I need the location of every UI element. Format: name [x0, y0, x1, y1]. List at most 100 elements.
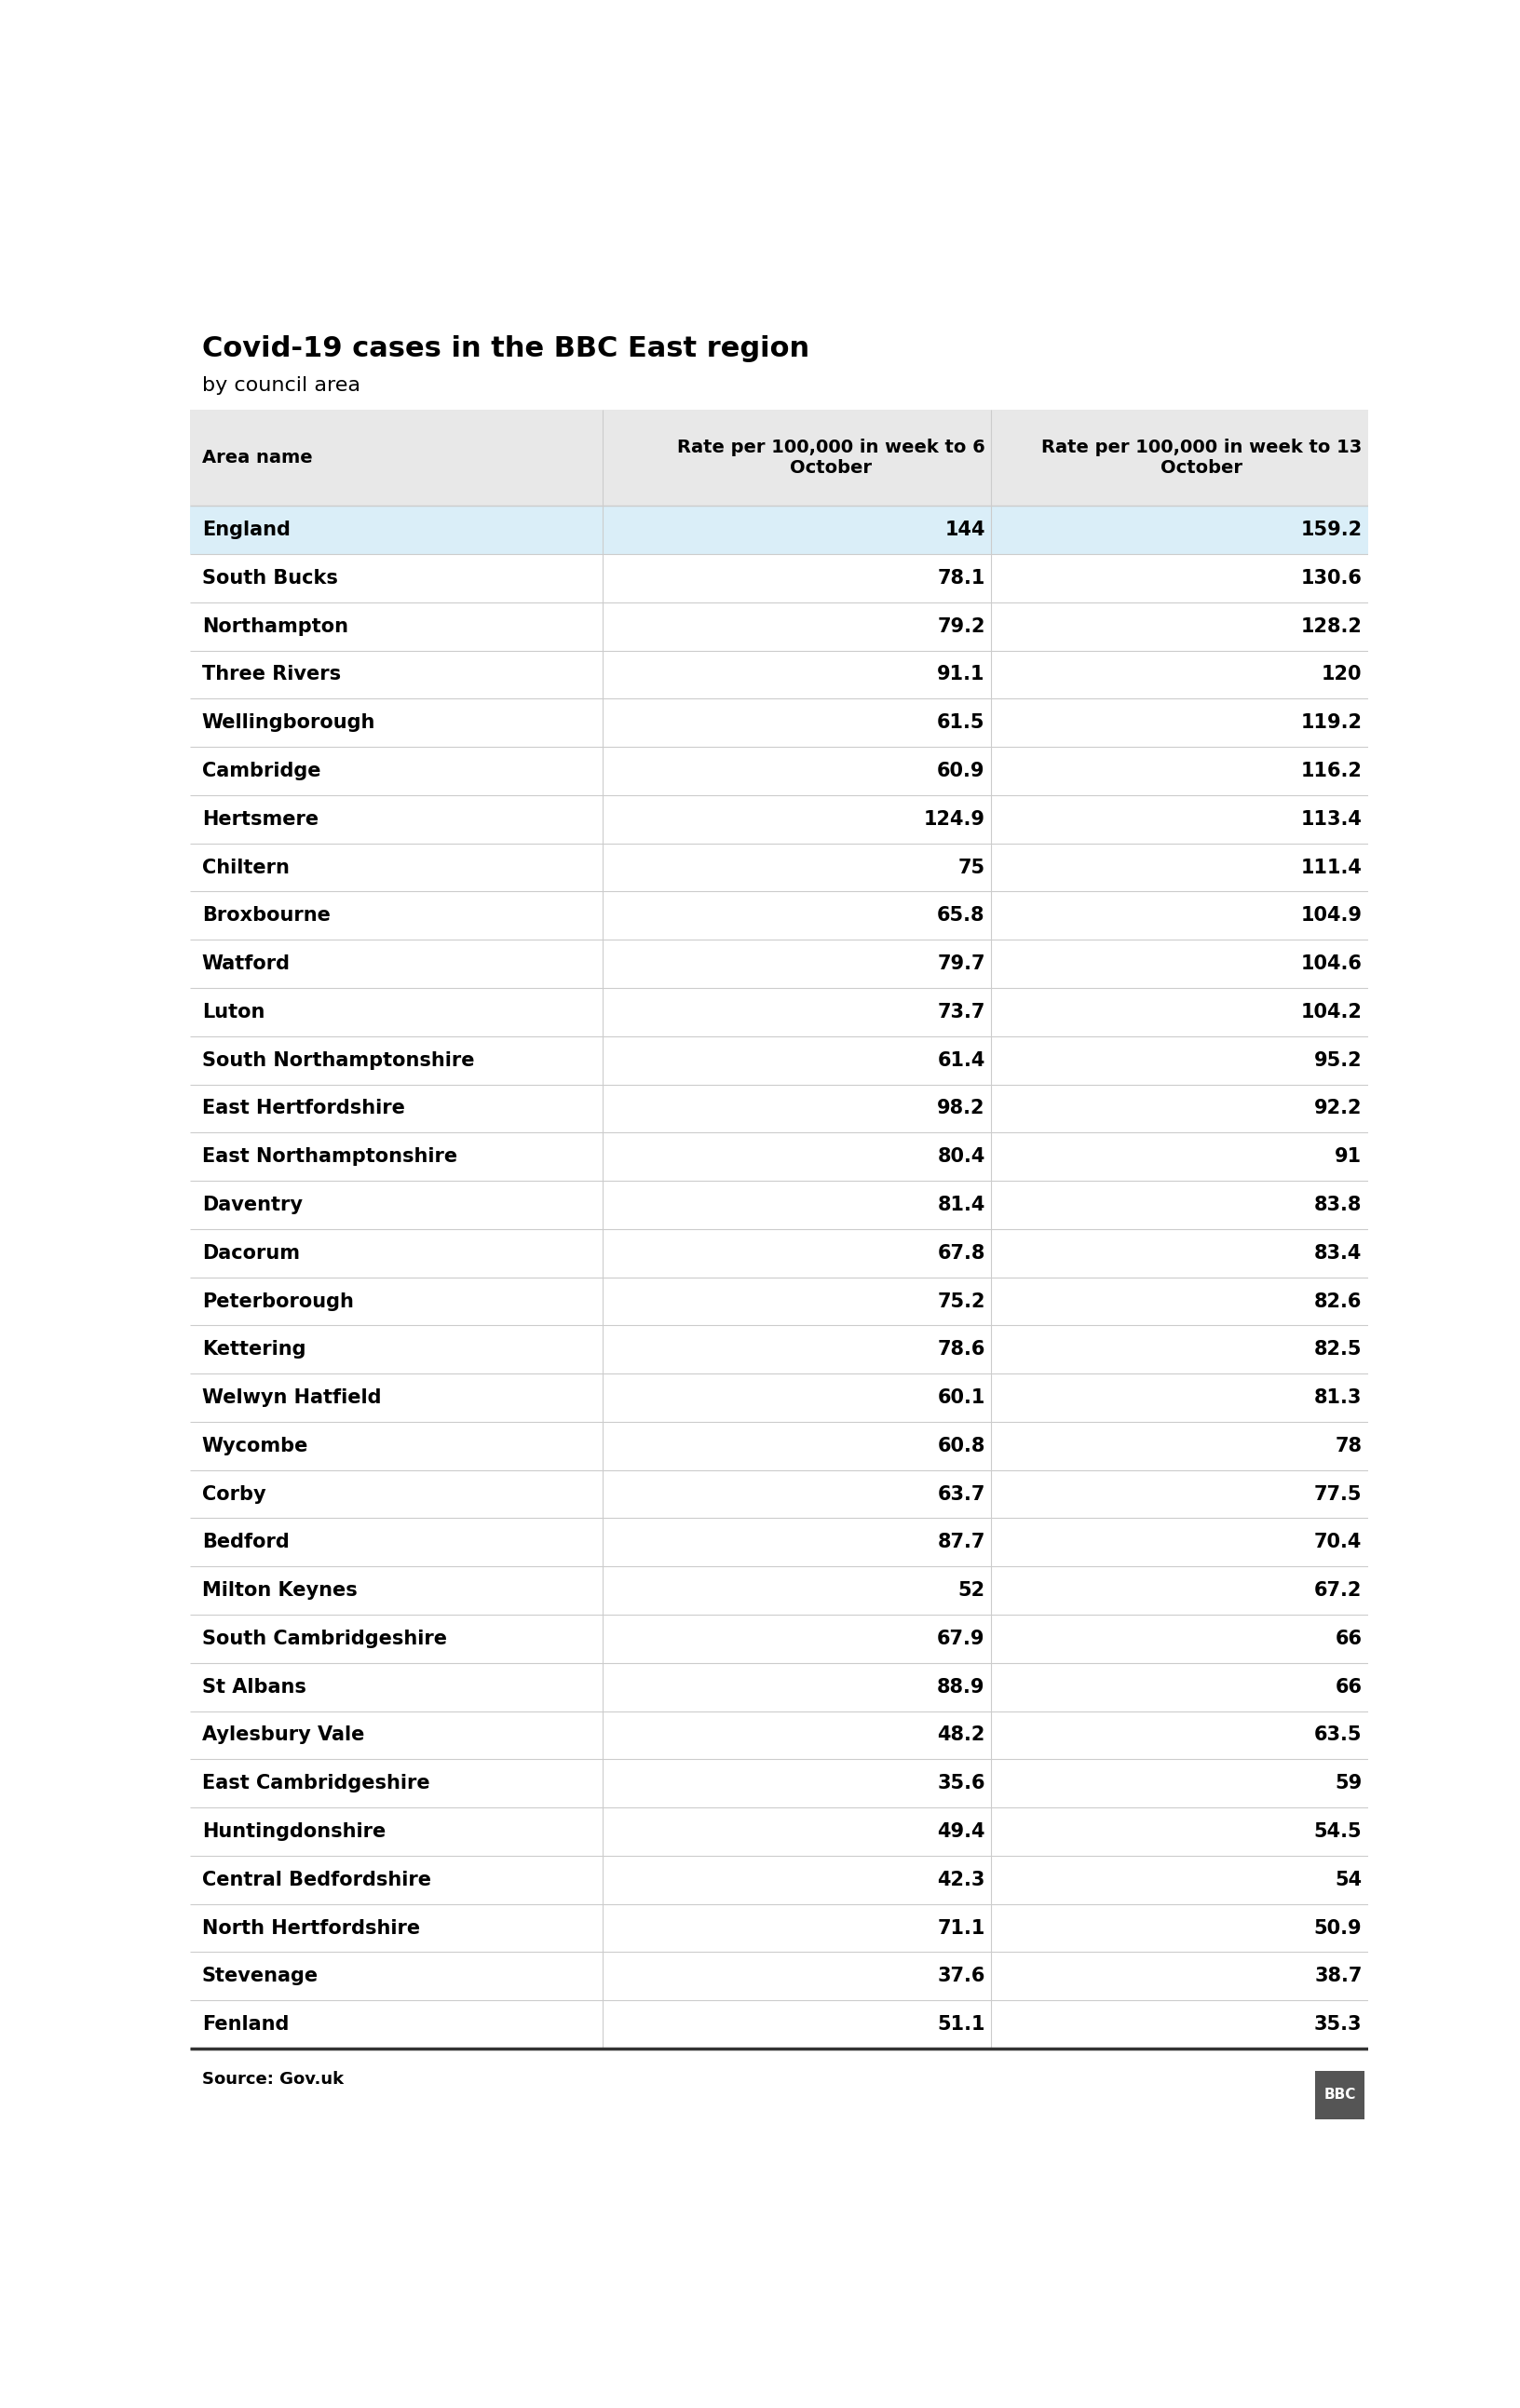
Text: 87.7: 87.7 [938, 1534, 985, 1551]
Text: 63.5: 63.5 [1315, 1727, 1362, 1743]
Text: 111.4: 111.4 [1301, 857, 1362, 877]
Text: 120: 120 [1321, 665, 1362, 684]
FancyBboxPatch shape [190, 698, 1368, 746]
Text: South Northamptonshire: South Northamptonshire [202, 1050, 474, 1069]
Text: Covid-19 cases in the BBC East region: Covid-19 cases in the BBC East region [202, 335, 809, 361]
Text: Milton Keynes: Milton Keynes [202, 1582, 357, 1599]
Text: 60.8: 60.8 [938, 1438, 985, 1454]
Text: 38.7: 38.7 [1315, 1967, 1362, 1987]
Text: Wellingborough: Wellingborough [202, 713, 375, 732]
Text: Daventry: Daventry [202, 1197, 302, 1214]
Text: Kettering: Kettering [202, 1341, 306, 1358]
Text: 144: 144 [944, 520, 985, 539]
Text: 119.2: 119.2 [1301, 713, 1362, 732]
Text: 104.2: 104.2 [1301, 1002, 1362, 1021]
Text: 91.1: 91.1 [938, 665, 985, 684]
FancyBboxPatch shape [190, 1760, 1368, 1808]
Text: 88.9: 88.9 [938, 1678, 985, 1695]
FancyBboxPatch shape [190, 843, 1368, 891]
Text: 91: 91 [1335, 1146, 1362, 1165]
FancyBboxPatch shape [190, 1905, 1368, 1953]
Text: 61.5: 61.5 [938, 713, 985, 732]
Text: 37.6: 37.6 [938, 1967, 985, 1987]
FancyBboxPatch shape [190, 987, 1368, 1035]
Text: by council area: by council area [202, 376, 360, 395]
Text: 61.4: 61.4 [938, 1050, 985, 1069]
FancyBboxPatch shape [190, 1712, 1368, 1760]
Text: 95.2: 95.2 [1313, 1050, 1362, 1069]
FancyBboxPatch shape [190, 1616, 1368, 1664]
Text: 50.9: 50.9 [1313, 1919, 1362, 1938]
Text: 98.2: 98.2 [938, 1098, 985, 1117]
Text: East Cambridgeshire: East Cambridgeshire [202, 1775, 430, 1792]
Text: Peterborough: Peterborough [202, 1293, 354, 1310]
Text: 75: 75 [958, 857, 985, 877]
FancyBboxPatch shape [190, 554, 1368, 602]
Text: 60.1: 60.1 [938, 1389, 985, 1406]
Text: 78.1: 78.1 [938, 568, 985, 588]
FancyBboxPatch shape [190, 1857, 1368, 1905]
FancyBboxPatch shape [190, 1373, 1368, 1421]
Text: 82.5: 82.5 [1315, 1341, 1362, 1358]
Text: 78.6: 78.6 [938, 1341, 985, 1358]
Text: Hertsmere: Hertsmere [202, 809, 318, 828]
Text: Chiltern: Chiltern [202, 857, 289, 877]
FancyBboxPatch shape [190, 1324, 1368, 1373]
Text: St Albans: St Albans [202, 1678, 306, 1695]
Text: 66: 66 [1335, 1630, 1362, 1647]
Text: 49.4: 49.4 [938, 1823, 985, 1842]
FancyBboxPatch shape [190, 1953, 1368, 2001]
Text: 124.9: 124.9 [924, 809, 985, 828]
Text: 80.4: 80.4 [938, 1146, 985, 1165]
FancyBboxPatch shape [190, 1664, 1368, 1712]
FancyBboxPatch shape [190, 1132, 1368, 1180]
Text: Luton: Luton [202, 1002, 264, 1021]
Text: 75.2: 75.2 [938, 1293, 985, 1310]
Text: Area name: Area name [202, 448, 312, 467]
FancyBboxPatch shape [190, 1568, 1368, 1616]
Text: 81.3: 81.3 [1315, 1389, 1362, 1406]
FancyBboxPatch shape [190, 1276, 1368, 1324]
Text: 67.9: 67.9 [938, 1630, 985, 1647]
Text: Corby: Corby [202, 1486, 266, 1503]
Text: 78: 78 [1335, 1438, 1362, 1454]
Text: 60.9: 60.9 [938, 761, 985, 780]
Text: Stevenage: Stevenage [202, 1967, 318, 1987]
Text: Bedford: Bedford [202, 1534, 289, 1551]
Text: Wycombe: Wycombe [202, 1438, 309, 1454]
Text: Three Rivers: Three Rivers [202, 665, 340, 684]
Text: 63.7: 63.7 [938, 1486, 985, 1503]
Text: Welwyn Hatfield: Welwyn Hatfield [202, 1389, 382, 1406]
Text: 67.2: 67.2 [1315, 1582, 1362, 1599]
Text: Watford: Watford [202, 954, 290, 973]
Text: Huntingdonshire: Huntingdonshire [202, 1823, 386, 1842]
Text: Cambridge: Cambridge [202, 761, 321, 780]
Text: 79.2: 79.2 [938, 616, 985, 636]
Text: 71.1: 71.1 [938, 1919, 985, 1938]
Text: Aylesbury Vale: Aylesbury Vale [202, 1727, 365, 1743]
Text: 54: 54 [1335, 1871, 1362, 1890]
Text: 59: 59 [1335, 1775, 1362, 1792]
Text: 48.2: 48.2 [938, 1727, 985, 1743]
FancyBboxPatch shape [190, 2001, 1368, 2049]
FancyBboxPatch shape [190, 939, 1368, 987]
Text: Dacorum: Dacorum [202, 1245, 299, 1262]
Text: 79.7: 79.7 [938, 954, 985, 973]
FancyBboxPatch shape [190, 1519, 1368, 1568]
FancyBboxPatch shape [190, 409, 1368, 506]
Text: South Bucks: South Bucks [202, 568, 337, 588]
Text: Central Bedfordshire: Central Bedfordshire [202, 1871, 430, 1890]
Text: 77.5: 77.5 [1315, 1486, 1362, 1503]
Text: Northampton: Northampton [202, 616, 348, 636]
Text: 73.7: 73.7 [938, 1002, 985, 1021]
FancyBboxPatch shape [1315, 2071, 1365, 2119]
FancyBboxPatch shape [190, 891, 1368, 939]
Text: North Hertfordshire: North Hertfordshire [202, 1919, 420, 1938]
FancyBboxPatch shape [190, 1228, 1368, 1276]
Text: 82.6: 82.6 [1315, 1293, 1362, 1310]
Text: 104.6: 104.6 [1301, 954, 1362, 973]
FancyBboxPatch shape [190, 746, 1368, 795]
FancyBboxPatch shape [190, 1035, 1368, 1084]
Text: 159.2: 159.2 [1301, 520, 1362, 539]
Text: 54.5: 54.5 [1313, 1823, 1362, 1842]
